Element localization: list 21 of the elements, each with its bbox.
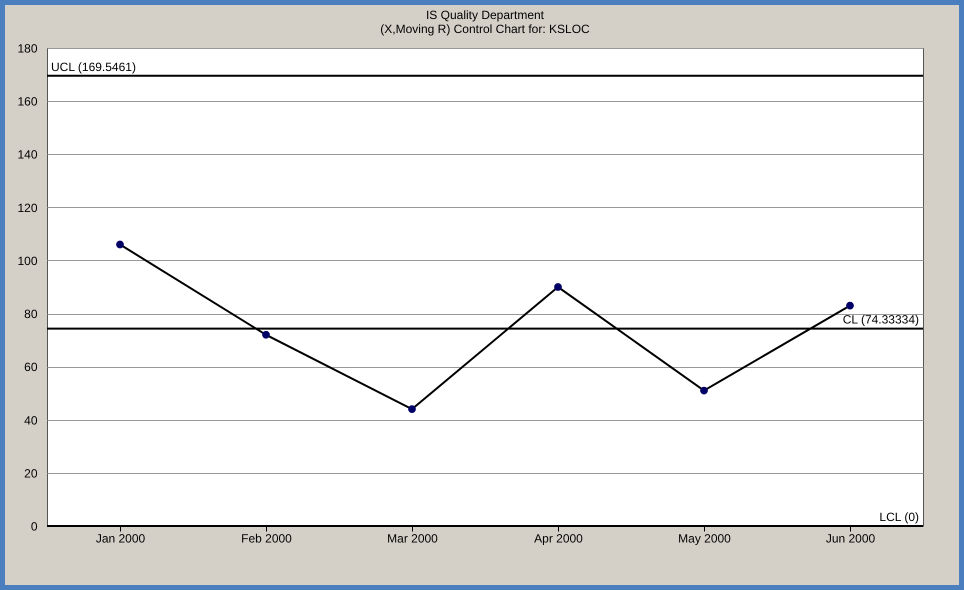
y-tick-label: 140 — [17, 148, 38, 162]
x-tick-label: Apr 2000 — [534, 532, 584, 546]
ref-line-label: LCL (0) — [879, 510, 919, 524]
ref-line-label: CL (74.33334) — [842, 312, 919, 327]
y-tick-label: 100 — [17, 254, 38, 268]
y-tick-label: 160 — [17, 94, 38, 109]
chart-title: IS Quality Department — [426, 8, 545, 22]
x-tick-label: Jan 2000 — [96, 532, 146, 546]
y-tick-label: 120 — [17, 200, 38, 215]
x-tick-label: Mar 2000 — [387, 532, 438, 546]
ref-line-label: UCL (169.5461) — [51, 60, 136, 74]
x-tick-label: May 2000 — [678, 532, 732, 546]
y-tick-label: 0 — [30, 520, 38, 534]
x-tick-label: Feb 2000 — [241, 532, 292, 546]
y-tick-label: 60 — [24, 360, 38, 374]
y-tick-label: 20 — [24, 466, 38, 480]
y-tick-label: 40 — [24, 413, 38, 428]
y-tick-label: 180 — [17, 42, 38, 56]
chart-subtitle: (X,Moving R) Control Chart for: KSLOC — [380, 22, 590, 36]
y-tick-label: 80 — [24, 307, 38, 322]
x-tick-label: Jun 2000 — [826, 532, 876, 546]
